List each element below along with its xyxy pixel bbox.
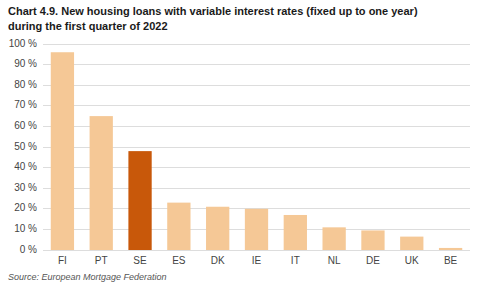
- chart-container: Chart 4.9. New housing loans with variab…: [0, 0, 480, 286]
- grid-line: [43, 44, 470, 45]
- y-tick-label: 40 %: [14, 161, 37, 172]
- bar: [128, 151, 151, 250]
- grid-line: [43, 85, 470, 86]
- x-tick-label: DK: [211, 255, 225, 266]
- bar: [51, 52, 74, 250]
- chart-svg: Chart 4.9. New housing loans with variab…: [0, 0, 480, 286]
- bar: [245, 209, 268, 250]
- y-tick-label: 90 %: [14, 58, 37, 69]
- x-tick-label: BE: [444, 255, 458, 266]
- grid-line: [43, 105, 470, 106]
- bar: [400, 237, 423, 250]
- subtitle: during the first quarter of 2022: [8, 20, 168, 32]
- bar: [322, 227, 345, 250]
- bars: [51, 52, 462, 250]
- y-tick-label: 0 %: [20, 244, 37, 255]
- bar: [284, 215, 307, 250]
- grid-line: [43, 64, 470, 65]
- y-tick-label: 50 %: [14, 141, 37, 152]
- bar: [206, 207, 229, 250]
- x-tick-label: IT: [291, 255, 300, 266]
- bar: [167, 203, 190, 250]
- y-tick-label: 30 %: [14, 182, 37, 193]
- y-tick-label: 80 %: [14, 79, 37, 90]
- grid: [43, 44, 470, 250]
- x-tick-label: NL: [328, 255, 341, 266]
- y-tick-label: 60 %: [14, 120, 37, 131]
- bar: [90, 116, 113, 250]
- x-tick-label: UK: [405, 255, 419, 266]
- bar: [361, 230, 384, 250]
- x-tick-label: IE: [252, 255, 262, 266]
- x-tick-label: SE: [133, 255, 147, 266]
- bar: [439, 248, 462, 250]
- title: Chart 4.9. New housing loans with variab…: [8, 5, 418, 17]
- source-note: Source: European Mortgage Federation: [8, 272, 167, 282]
- x-tick-label: DE: [366, 255, 380, 266]
- x-tick-label: ES: [172, 255, 186, 266]
- y-tick-label: 10 %: [14, 223, 37, 234]
- x-tick-label: PT: [95, 255, 108, 266]
- y-tick-label: 20 %: [14, 202, 37, 213]
- y-tick-label: 70 %: [14, 99, 37, 110]
- y-tick-label: 100 %: [9, 38, 37, 49]
- x-tick-label: FI: [58, 255, 67, 266]
